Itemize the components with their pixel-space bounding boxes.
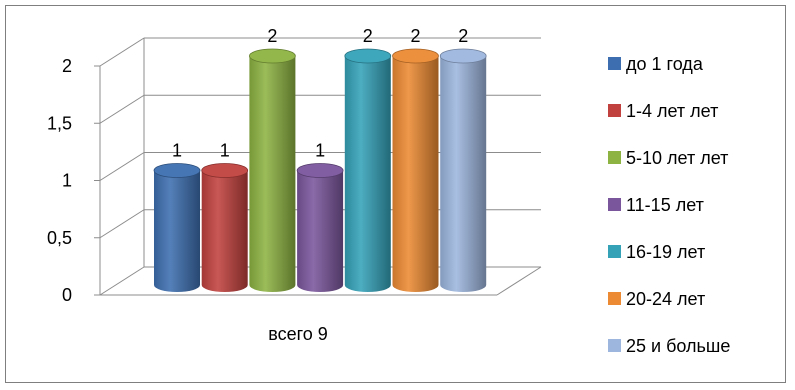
data-label: 2	[410, 26, 420, 46]
category-label: всего 9	[268, 324, 328, 344]
bar-body	[154, 170, 200, 292]
y-tick-label: 1	[62, 171, 72, 191]
bar-body	[201, 170, 248, 292]
legend-item: 25 и больше	[608, 336, 730, 356]
legend-label: 20-24 лет	[626, 289, 705, 309]
y-axis-ticks: 0 0,5 1 1,5 2	[47, 56, 72, 305]
bars	[153, 48, 487, 292]
legend-item: 5-10 лет лет	[608, 148, 728, 168]
bar-2	[201, 163, 249, 292]
bar-body	[344, 56, 391, 292]
y-tick-label: 0	[62, 285, 72, 305]
legend-item: 1-4 лет лет	[608, 101, 718, 121]
gridline-left	[99, 152, 145, 181]
legend-swatch	[608, 151, 621, 164]
data-label: 1	[220, 141, 230, 161]
data-label: 2	[458, 26, 468, 46]
bar-7	[439, 48, 487, 292]
y-tick-label: 1,5	[47, 113, 72, 133]
data-labels: 1 1 2 1 2 2 2	[172, 26, 468, 161]
legend-label: 25 и больше	[626, 336, 730, 356]
legend-item: 20-24 лет	[608, 289, 705, 309]
bar-top	[296, 163, 344, 178]
bar-top	[344, 48, 392, 64]
gridline-left	[99, 209, 145, 239]
legend-item: 11-15 лет	[608, 195, 704, 215]
data-label: 1	[315, 141, 325, 161]
legend-swatch	[608, 198, 621, 211]
legend: до 1 года 1-4 лет лет 5-10 лет лет 11-15 ле…	[608, 54, 730, 356]
legend-swatch	[608, 57, 621, 70]
legend-swatch	[608, 339, 621, 352]
legend-label: 11-15 лет	[626, 195, 704, 215]
bar-body	[392, 56, 439, 292]
gridline-left	[99, 37, 145, 67]
y-tick-label: 0,5	[47, 228, 72, 248]
bar-3	[248, 48, 296, 292]
gridline-left	[99, 266, 145, 296]
bar-5	[344, 48, 392, 292]
bar-body	[440, 56, 487, 292]
data-label: 2	[267, 26, 277, 46]
bar-top	[201, 163, 249, 178]
data-label: 2	[363, 26, 373, 46]
bar-top	[439, 48, 487, 64]
legend-label: до 1 года	[626, 54, 704, 74]
legend-swatch	[608, 292, 621, 305]
legend-swatch	[608, 245, 621, 258]
bar-top	[153, 163, 201, 178]
legend-label: 1-4 лет лет	[626, 101, 718, 121]
gridline-left	[99, 94, 145, 124]
bar-body	[249, 56, 296, 292]
y-tick-label: 2	[62, 56, 72, 76]
legend-swatch	[608, 104, 621, 117]
legend-item: 16-19 лет	[608, 242, 705, 262]
bar-top	[392, 48, 439, 64]
bar-1	[153, 163, 201, 292]
legend-label: 5-10 лет лет	[626, 148, 728, 168]
bar-4	[296, 163, 344, 292]
bar-top	[248, 48, 296, 64]
x-axis-categories: всего 9	[268, 324, 328, 344]
bar-6	[392, 48, 439, 292]
legend-label: 16-19 лет	[626, 242, 705, 262]
data-label: 1	[172, 141, 182, 161]
floor-right-edge	[496, 266, 542, 296]
legend-item: до 1 года	[608, 54, 704, 74]
bar-body	[297, 170, 344, 292]
